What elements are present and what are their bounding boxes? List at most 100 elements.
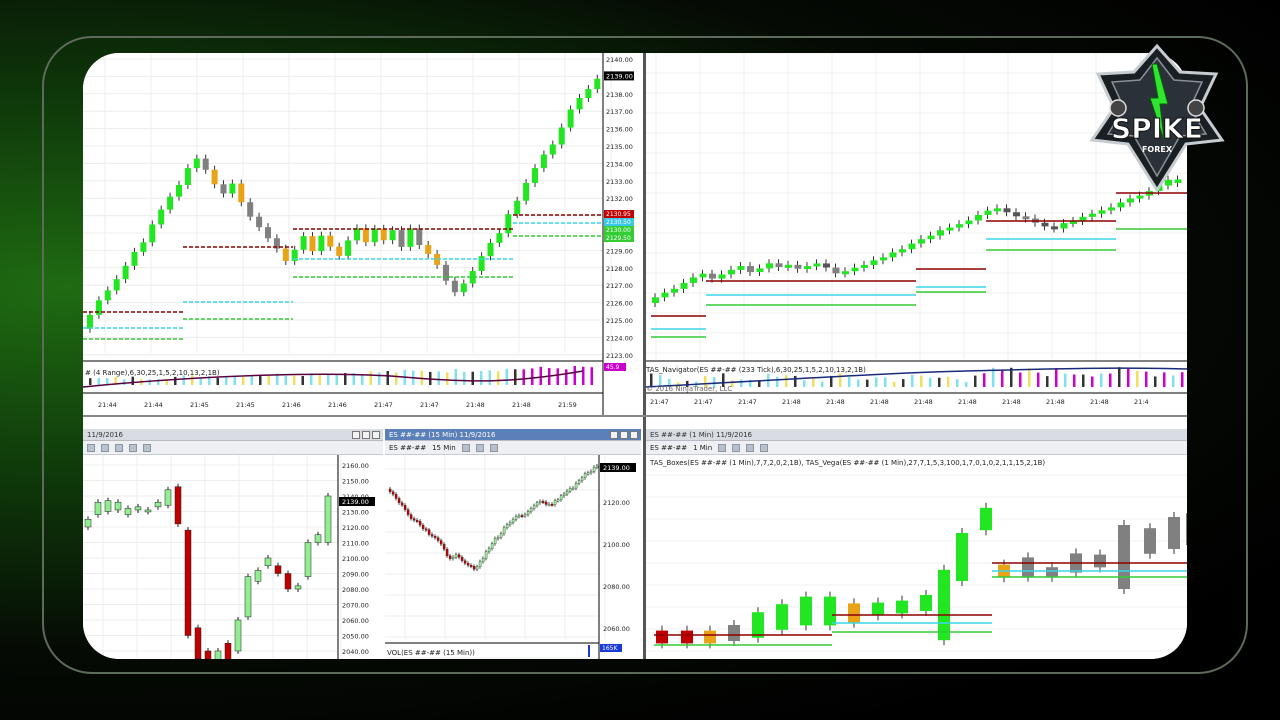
indicator-bar — [157, 379, 160, 385]
indicator-bar — [1181, 372, 1184, 387]
candle-body — [559, 495, 563, 500]
candle-body — [574, 483, 578, 489]
volume-label: VOL(ES ##-## (15 Min)) — [387, 649, 475, 657]
horizontal-splitter[interactable] — [83, 415, 1187, 417]
candle-body — [517, 515, 521, 518]
properties-icon[interactable] — [129, 443, 137, 452]
candle-body — [445, 548, 449, 557]
chart-top-left[interactable]: 2140.00 2139.00 2138.00 2137.00 2136.00 2135.… — [83, 53, 643, 415]
indicator-bar — [893, 381, 896, 387]
pencil-icon[interactable] — [475, 443, 484, 452]
instrument-selector[interactable]: ES ##-## — [650, 443, 688, 452]
time-tick-label: 21:45 — [236, 401, 255, 409]
candle-body — [526, 511, 530, 515]
candle-body — [264, 557, 272, 566]
candle-body — [371, 228, 378, 243]
candle-body — [842, 271, 849, 275]
current-price-label: 2139.00 — [606, 72, 633, 80]
indicator-bar — [446, 372, 449, 385]
indicator-bar — [531, 368, 534, 385]
indicator-label-bottom-right: TAS_Boxes(ES ##-## (1 Min),7,7,2,0,2,1B)… — [650, 459, 1046, 467]
candle-body — [412, 518, 416, 521]
indicators-icon[interactable] — [143, 443, 151, 452]
indicator-bar — [191, 375, 194, 385]
window-titlebar[interactable]: ES ##-## (1 Min) 11/9/2016 — [646, 429, 1187, 441]
candle-body — [389, 230, 396, 241]
indicator-bar — [857, 379, 860, 387]
candle-body — [1136, 195, 1144, 199]
candle-body — [562, 493, 566, 496]
indicator-bar — [1028, 368, 1031, 387]
interval-selector[interactable]: 15 Min — [432, 443, 456, 452]
candle-body — [1089, 213, 1096, 217]
bar-type-icon[interactable] — [718, 443, 727, 452]
indicator-line — [83, 370, 584, 388]
candle-body — [586, 472, 590, 475]
pencil-icon[interactable] — [732, 443, 741, 452]
maximize-icon[interactable] — [620, 431, 628, 439]
indicator-bar — [929, 377, 932, 387]
candle-body — [549, 144, 556, 155]
chart-bottom-right[interactable]: ES ##-## (1 Min) 11/9/2016 ES ##-## 1 Mi… — [646, 429, 1187, 659]
vertical-splitter[interactable] — [643, 53, 646, 659]
candle-body — [1117, 202, 1125, 208]
candle-body — [832, 267, 840, 274]
price-tick-label: 2090.00 — [342, 571, 369, 579]
candle-body — [870, 260, 878, 265]
candle-body — [851, 267, 859, 272]
indicator-bar — [97, 378, 100, 385]
candle-body — [400, 502, 404, 506]
window-buttons[interactable] — [610, 431, 638, 439]
minimize-icon[interactable] — [352, 431, 360, 439]
candle-body — [487, 242, 494, 257]
price-tick-label: 2150.00 — [342, 478, 369, 486]
minimize-icon[interactable] — [610, 431, 618, 439]
close-icon[interactable] — [372, 431, 380, 439]
candle-body — [594, 78, 601, 90]
indicator-bar — [488, 370, 491, 385]
candle-body — [391, 491, 395, 495]
candle-body — [580, 477, 584, 481]
zoom-icon[interactable] — [489, 443, 498, 452]
time-tick-label: 21:48 — [826, 398, 845, 406]
candle-body — [567, 109, 574, 128]
candle-body — [523, 182, 530, 201]
bar-type-icon[interactable] — [461, 443, 470, 452]
candle-body — [443, 264, 449, 281]
chart-bottom-middle[interactable]: ES ##-## (15 Min) 11/9/2016 ES ##-## 15 … — [385, 429, 641, 659]
candle-body — [766, 263, 773, 269]
instrument-selector[interactable]: ES ##-## — [389, 443, 427, 452]
candle-body — [487, 548, 491, 552]
candle-body — [511, 519, 515, 523]
indicator-bar — [318, 375, 321, 385]
candle-body — [149, 224, 156, 243]
zoom-icon[interactable] — [760, 443, 769, 452]
candle-body — [520, 515, 524, 518]
maximize-icon[interactable] — [362, 431, 370, 439]
indicator-bar — [956, 379, 959, 387]
candle-body — [1144, 528, 1156, 554]
close-icon[interactable] — [630, 431, 638, 439]
zoom-icon[interactable] — [115, 443, 123, 452]
time-tick-label: 21:47 — [374, 401, 393, 409]
crosshair-icon[interactable] — [101, 443, 109, 452]
candle-body — [176, 184, 182, 197]
price-tick-label: 2135.00 — [606, 143, 633, 151]
candle-body — [737, 266, 745, 270]
crosshair-icon[interactable] — [746, 443, 755, 452]
window-buttons[interactable] — [352, 431, 380, 439]
indicator-bar — [242, 377, 245, 385]
candle-body — [484, 551, 488, 559]
pencil-icon[interactable] — [87, 443, 95, 452]
chart-bottom-left[interactable]: 11/9/2016 2160.002150.002140.002130.0021… — [83, 429, 383, 659]
chart-top-right[interactable]: 21:47 21:47 21:47 21:48 21:48 21:48 21:48 21:48… — [646, 53, 1187, 415]
window-titlebar[interactable]: 11/9/2016 — [83, 429, 383, 441]
current-price-box — [600, 463, 636, 472]
interval-selector[interactable]: 1 Min — [693, 443, 713, 452]
candle-body — [193, 158, 200, 169]
window-titlebar-active[interactable]: ES ##-## (15 Min) 11/9/2016 — [385, 429, 641, 441]
candle-body — [848, 603, 860, 623]
candle-body — [436, 537, 440, 541]
indicator-bar — [471, 371, 474, 385]
time-tick-label: 21:48 — [466, 401, 485, 409]
